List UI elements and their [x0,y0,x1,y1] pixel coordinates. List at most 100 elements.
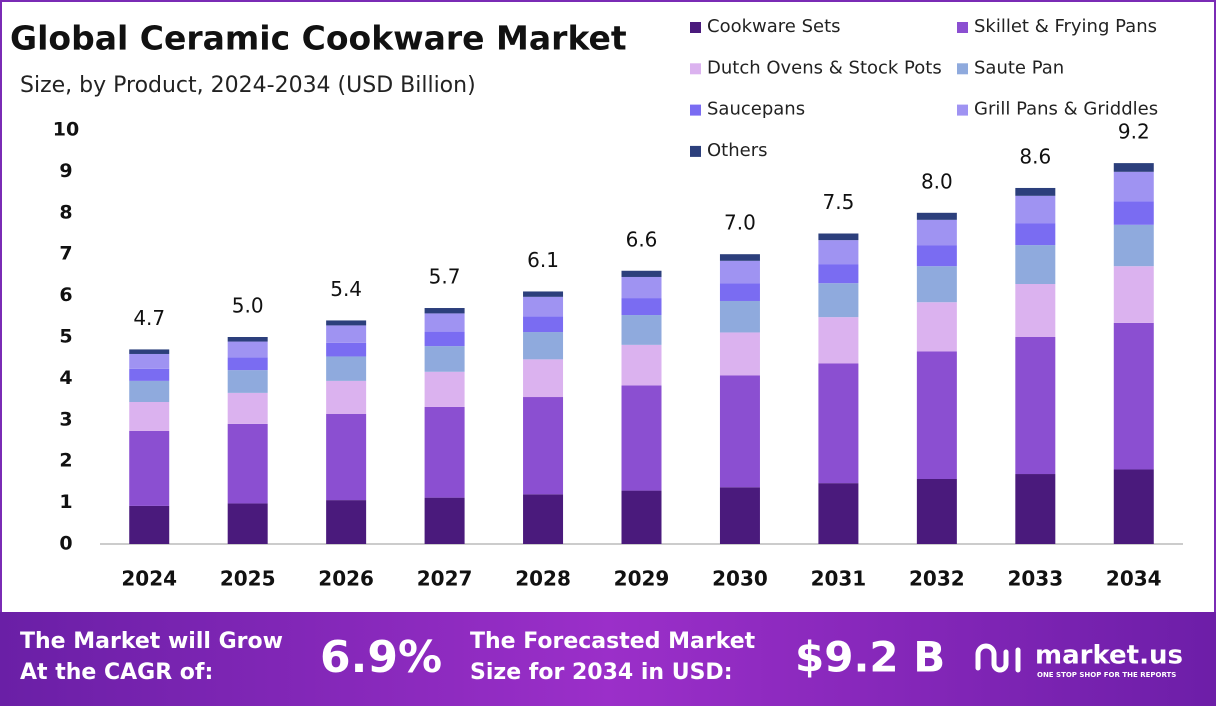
cagr-label: At the CAGR of: [20,660,213,685]
brand-logo [975,643,1021,673]
bar-segment [129,353,170,369]
total-label: 4.7 [133,306,165,330]
bar-segment [326,325,367,343]
bar-segment [129,401,170,431]
bar-segment [1015,284,1056,337]
bar-segment [326,380,367,415]
y-tick-label: 0 [59,533,72,555]
x-tick-label: 2026 [318,567,374,591]
legend-swatch [957,63,968,75]
bar-segment [523,494,564,544]
size-value: $9.2 B [795,633,945,682]
bar-segment [227,357,268,371]
legend-label: Others [707,140,768,161]
bar-segment [818,363,859,484]
total-label: 5.7 [429,265,461,289]
y-tick-label: 7 [59,243,72,265]
brand-name: market.us [1035,641,1183,671]
bar-segment [719,300,760,333]
bar-segment [129,368,170,381]
total-label: 5.0 [232,294,264,318]
bar-segment [1015,337,1056,475]
bar-segment [326,342,367,357]
x-tick-label: 2032 [909,567,965,591]
x-tick-label: 2028 [515,567,571,591]
total-label: 6.6 [626,227,658,251]
bar-segment [129,380,170,402]
legend-swatch [690,145,701,157]
bar-segment [1113,163,1154,172]
bar-segment [523,359,564,398]
bar-segment [523,332,564,360]
bar-segment [1113,266,1154,323]
bar-segment [227,370,268,393]
bar-segment [1015,245,1056,285]
bar-segment [1113,469,1154,544]
bar-segment [326,414,367,501]
total-label: 7.5 [823,190,855,214]
bar-segment [916,245,957,267]
bar-segment [916,479,957,544]
y-tick-label: 9 [59,160,72,182]
bar-segment [1015,195,1056,224]
bar-segment [621,344,662,386]
x-tick-label: 2031 [811,567,867,591]
legend-label: Grill Pans & Griddles [974,99,1158,120]
legend-label: Cookware Sets [707,16,841,37]
legend-label: Saute Pan [974,57,1064,78]
cagr-value: 6.9% [320,632,442,683]
bar-segment [424,371,465,407]
bar-segment [424,308,465,314]
y-tick-label: 6 [59,284,72,306]
bar-segment [523,397,564,495]
total-label: 7.0 [724,211,756,235]
bar-segment [818,233,859,241]
chart-title: Global Ceramic Cookware Market [10,19,627,58]
bar-segment [129,430,170,506]
bar-segment [621,490,662,544]
bar-segment [129,349,170,354]
bar-segment [326,356,367,381]
legend-swatch [690,104,701,116]
bar-segment [621,385,662,491]
bar-segment [719,283,760,301]
legend-swatch [690,63,701,75]
bar-segment [523,291,564,297]
bar-segment [621,315,662,345]
y-tick-label: 1 [59,491,72,513]
bar-segment [1113,171,1154,202]
cagr-label: The Market will Grow [20,629,283,654]
bar-segment [719,260,760,284]
bar-segment [326,500,367,544]
bar-segment [818,483,859,544]
bar-segment [1015,187,1056,196]
bar-segment [818,317,859,364]
y-tick-label: 8 [59,201,72,223]
bar-segment [424,406,465,498]
footer-band [0,612,1216,706]
bar-segment [719,487,760,544]
total-label: 8.0 [921,169,953,193]
bar-segment [621,270,662,277]
bar-segment [523,316,564,333]
chart-subtitle: Size, by Product, 2024-2034 (USD Billion… [20,73,476,98]
bar-segment [424,313,465,332]
x-tick-label: 2030 [712,567,768,591]
size-label: Size for 2034 in USD: [470,660,733,685]
bar-segment [916,266,957,303]
bar-segment [916,302,957,352]
bar-segment [129,505,170,544]
bar-segment [621,276,662,299]
y-tick-label: 5 [59,326,72,348]
bar-segment [719,375,760,488]
bar-segment [1015,223,1056,246]
bar-segment [818,240,859,265]
bar-segment [916,219,957,246]
size-label: The Forecasted Market [470,629,756,654]
legend-swatch [957,22,968,33]
bar-segment [227,392,268,424]
bar-segment [227,337,268,342]
